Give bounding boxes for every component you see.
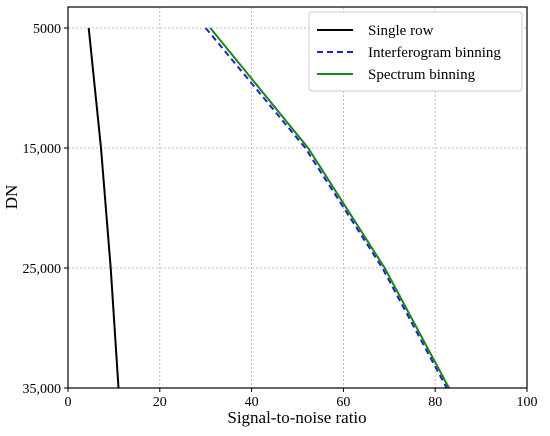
x-axis-label: Signal-to-noise ratio <box>227 408 366 427</box>
legend-label: Interferogram binning <box>368 45 501 61</box>
legend-box <box>308 11 523 92</box>
y-tick-label: 25,000 <box>23 262 62 277</box>
series-lines <box>87 27 450 389</box>
x-tick-label: 100 <box>517 395 538 410</box>
x-tick-label: 60 <box>336 395 350 410</box>
y-ticks: 5000 15,000 25,000 35,000 <box>23 22 68 397</box>
y-tick-label: 15,000 <box>23 142 62 157</box>
x-tick-label: 80 <box>428 395 442 410</box>
legend: Single row Interferogram binning Spectrum … <box>308 11 523 92</box>
y-axis-label: DN <box>2 185 21 210</box>
x-tick-label: 20 <box>153 395 167 410</box>
legend-label: Single row <box>368 23 434 39</box>
legend-label: Spectrum binning <box>368 67 476 83</box>
x-ticks: 0 20 40 60 80 100 <box>65 388 538 410</box>
x-tick-label: 40 <box>245 395 259 410</box>
series-line-single-row <box>87 27 120 389</box>
y-tick-label: 5000 <box>33 22 61 37</box>
plot-frame <box>67 6 528 389</box>
series-line-spectrum-binning <box>209 27 450 389</box>
y-tick-label: 35,000 <box>23 382 62 397</box>
x-tick-label: 0 <box>65 395 72 410</box>
